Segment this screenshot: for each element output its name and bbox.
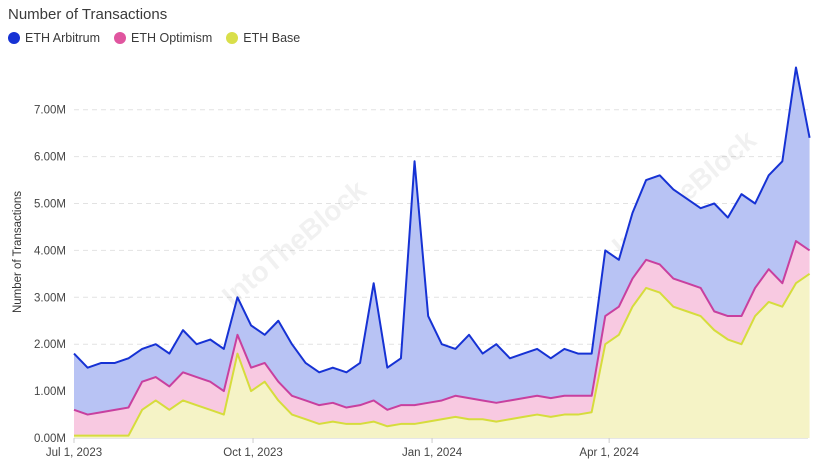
legend-dot-optimism [114,32,127,44]
y-tick-label: 7.00M [34,105,66,117]
x-tick-label: Apr 1, 2024 [579,447,639,459]
y-tick-label: 1.00M [34,386,66,398]
y-tick-label: 2.00M [34,339,66,351]
legend-item-optimism[interactable]: ETH Optimism [114,31,212,45]
y-tick-label: 4.00M [34,245,66,257]
x-tick-label: Jan 1, 2024 [402,447,463,459]
legend-item-base[interactable]: ETH Base [226,31,300,45]
legend: ETH Arbitrum ETH Optimism ETH Base [8,31,300,45]
y-axis-title: Number of Transactions [12,191,24,313]
area-eth-base [74,273,810,438]
legend-label: ETH Arbitrum [25,31,101,45]
legend-item-arbitrum[interactable]: ETH Arbitrum [8,31,100,45]
watermark: IntoTheBlock [216,174,372,312]
y-tick-label: 0.00M [34,433,66,445]
legend-label: ETH Base [243,31,301,45]
chart-title: Number of Transactions [8,6,168,23]
y-tick-label: 3.00M [34,292,66,304]
legend-dot-arbitrum [8,32,20,44]
y-tick-label: 5.00M [34,199,66,211]
y-tick-label: 6.00M [34,152,66,164]
legend-label: ETH Optimism [131,31,213,45]
legend-dot-base [226,32,239,44]
x-tick-label: Jul 1, 2023 [46,447,102,459]
x-tick-label: Oct 1, 2023 [223,447,282,459]
